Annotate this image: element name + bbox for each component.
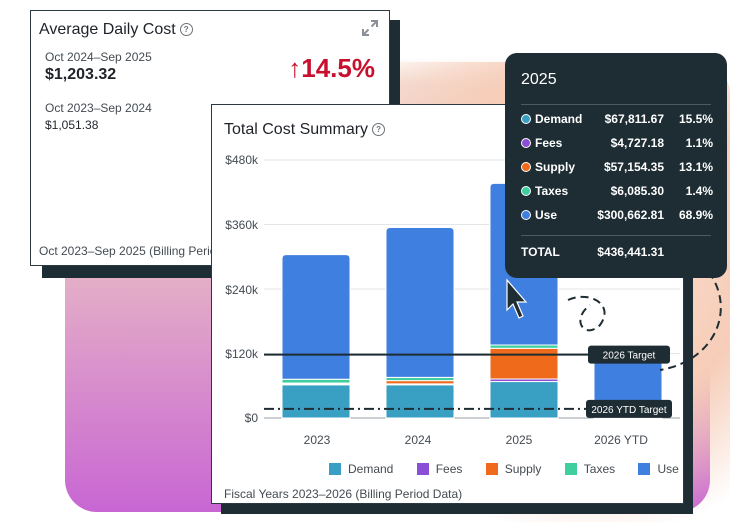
legend-item-demand[interactable]: Demand xyxy=(329,462,393,476)
series-dot-icon xyxy=(521,210,531,220)
bar-segment-taxes-2023[interactable] xyxy=(281,378,351,384)
current-value: $1,203.32 xyxy=(45,66,117,83)
current-period-label: Oct 2024–Sep 2025 xyxy=(45,50,152,64)
bar-segment-demand-2024[interactable] xyxy=(385,384,455,419)
card-footer: Fiscal Years 2023–2026 (Billing Period D… xyxy=(224,487,463,501)
y-tick-label: $360k xyxy=(225,218,258,232)
legend-swatch xyxy=(416,463,429,475)
chart-tooltip: 2025 Demand $67,811.67 15.5% Fees $4,727.18… xyxy=(505,53,727,278)
bar-segment-demand-2025[interactable] xyxy=(489,381,559,419)
legend-swatch xyxy=(564,463,577,475)
y-tick-label: $0 xyxy=(244,411,258,425)
tooltip-divider xyxy=(521,104,711,105)
card-title: Average Daily Cost? xyxy=(39,21,193,39)
previous-value: $1,051.38 xyxy=(45,118,99,132)
info-icon[interactable]: ? xyxy=(372,123,386,136)
reference-label-box xyxy=(588,345,670,364)
series-dot-icon xyxy=(521,186,531,196)
series-dot-icon xyxy=(521,114,531,124)
y-tick-label: $240k xyxy=(225,283,258,297)
series-dot-icon xyxy=(521,162,531,172)
legend-item-taxes[interactable]: Taxes xyxy=(564,462,615,476)
series-dot-icon xyxy=(521,138,531,148)
card-footer: Oct 2023–Sep 2025 (Billing Period Data) xyxy=(39,244,256,258)
y-tick-label: $480k xyxy=(225,153,258,167)
tooltip-row-taxes: Taxes $6,085.30 1.4% xyxy=(521,184,713,200)
bar-segment-use-2023[interactable] xyxy=(281,254,351,380)
info-icon[interactable]: ? xyxy=(179,23,193,36)
tooltip-row-supply: Supply $57,154.35 13.1% xyxy=(521,160,713,176)
x-tick-label: 2024 xyxy=(404,433,432,447)
previous-period-label: Oct 2023–Sep 2024 xyxy=(45,101,152,115)
reference-label-box xyxy=(586,399,672,418)
x-tick-label: 2025 xyxy=(505,433,533,447)
card-title: Total Cost Summary? xyxy=(224,121,386,139)
expand-icon[interactable] xyxy=(361,19,379,37)
reference-label: 2026 Target xyxy=(603,351,656,362)
mouse-cursor-icon xyxy=(506,278,528,319)
legend-swatch xyxy=(485,463,498,475)
x-tick-label: 2026 YTD xyxy=(594,433,648,447)
tooltip-divider xyxy=(521,235,711,236)
legend-item-supply[interactable]: Supply xyxy=(485,462,541,476)
tooltip-row-demand: Demand $67,811.67 15.5% xyxy=(521,112,713,128)
y-tick-label: $120k xyxy=(225,347,258,361)
legend-swatch xyxy=(329,463,341,475)
tooltip-total-row: TOTAL $436,441.31 xyxy=(521,245,664,259)
bar-segment-demand-2023[interactable] xyxy=(281,384,351,419)
x-tick-label: 2023 xyxy=(303,433,331,447)
tooltip-year: 2025 xyxy=(521,71,557,88)
tooltip-row-fees: Fees $4,727.18 1.1% xyxy=(521,136,713,152)
legend-item-use[interactable]: Use xyxy=(638,462,679,476)
reference-label: 2026 YTD Target xyxy=(591,405,666,416)
chart-legend: Demand Fees Supply Taxes Use xyxy=(329,462,699,476)
tooltip-row-use: Use $300,662.81 68.9% xyxy=(521,208,713,224)
decorative-dashed-swirl xyxy=(567,295,606,332)
change-percent: ↑14.5% xyxy=(288,53,375,83)
bar-segment-use-2024[interactable] xyxy=(385,226,455,378)
legend-swatch xyxy=(638,463,651,475)
legend-item-fees[interactable]: Fees xyxy=(416,462,462,476)
bar-segment-supply-2025[interactable] xyxy=(489,347,559,380)
